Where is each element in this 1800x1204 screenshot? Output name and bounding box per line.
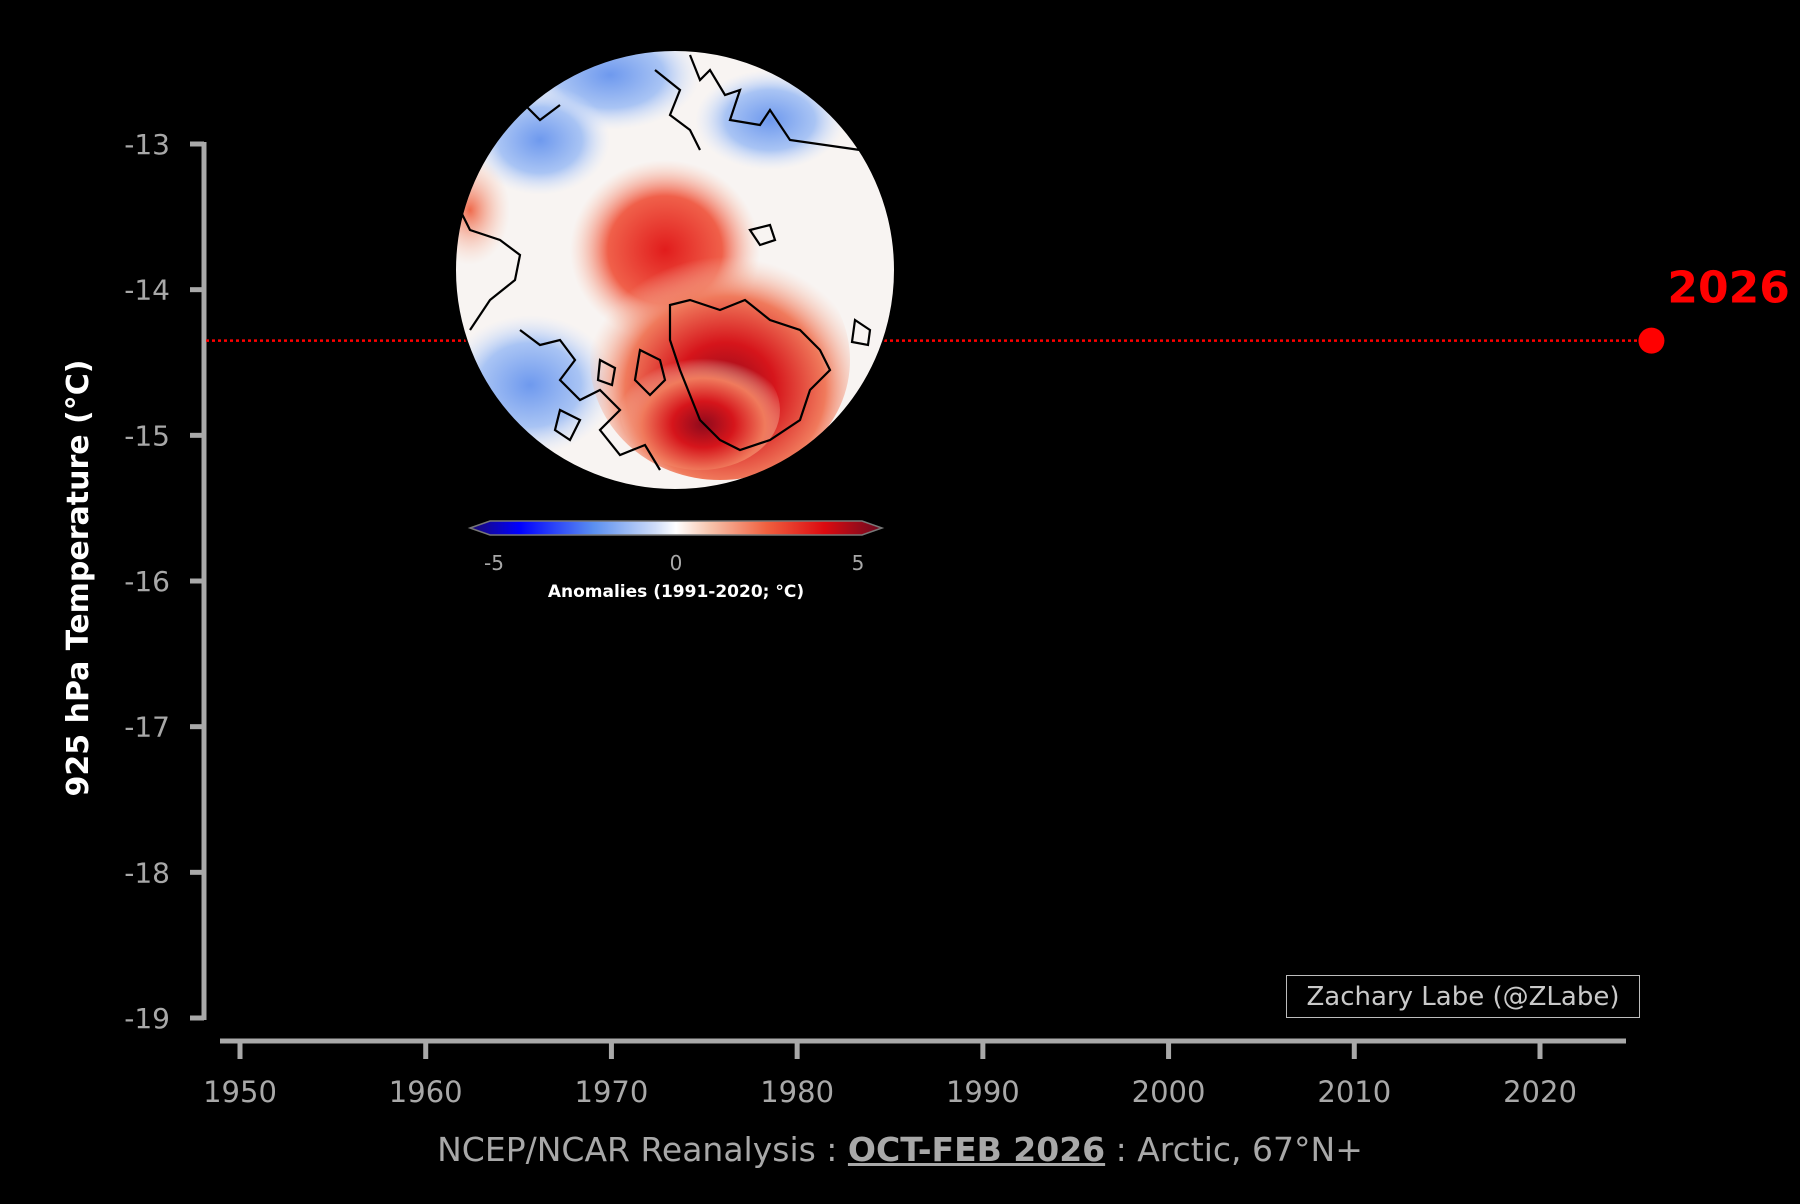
colorbar-tick: -5 [484,551,504,575]
x-axis: 1950 1960 1970 1980 1990 2000 2010 2020 [203,1038,1626,1109]
footer-separator: : [815,1130,848,1169]
x-tick-label: 1980 [760,1075,834,1109]
footer-region: Arctic, 67°N+ [1137,1130,1363,1169]
x-tick-label: 1960 [389,1075,463,1109]
y-axis: -13 -14 -15 -16 -17 -18 -19 [124,128,207,1035]
y-tick-label: -15 [124,419,170,452]
colorbar-tick: 0 [670,551,683,575]
colorbar: -5 0 5 Anomalies (1991-2020; °C) [467,520,885,602]
x-tick-label: 1950 [203,1075,277,1109]
x-tick-label: 2000 [1132,1075,1206,1109]
series-layer: 2026 [206,263,1790,354]
author-credit: Zachary Labe (@ZLabe) [1286,975,1640,1018]
footer-period: OCT-FEB 2026 [847,1130,1106,1169]
y-tick-label: -14 [124,274,170,307]
colorbar-tick: 5 [852,551,865,575]
x-tick-label: 2020 [1503,1075,1577,1109]
y-tick-label: -19 [124,1002,170,1035]
data-point-2026 [1638,327,1665,354]
y-axis-label: 925 hPa Temperature (°C) [61,360,96,797]
x-tick-label: 2010 [1317,1075,1391,1109]
y-tick-label: -18 [124,856,170,889]
colorbar-label: Anomalies (1991-2020; °C) [548,582,804,602]
y-tick-label: -17 [124,711,170,744]
y-tick-label: -16 [124,565,170,598]
inset-anomaly-map: -5 0 5 Anomalies (1991-2020; °C) [454,49,896,602]
x-tick-label: 1990 [946,1075,1020,1109]
x-tick-label: 1970 [575,1075,649,1109]
data-label-2026: 2026 [1667,263,1789,314]
y-tick-label: -13 [124,128,170,161]
footer-separator: : [1105,1130,1138,1169]
footer-caption: NCEP/NCAR Reanalysis : OCT-FEB 2026 : Ar… [0,1130,1800,1169]
footer-source: NCEP/NCAR Reanalysis [437,1130,816,1169]
